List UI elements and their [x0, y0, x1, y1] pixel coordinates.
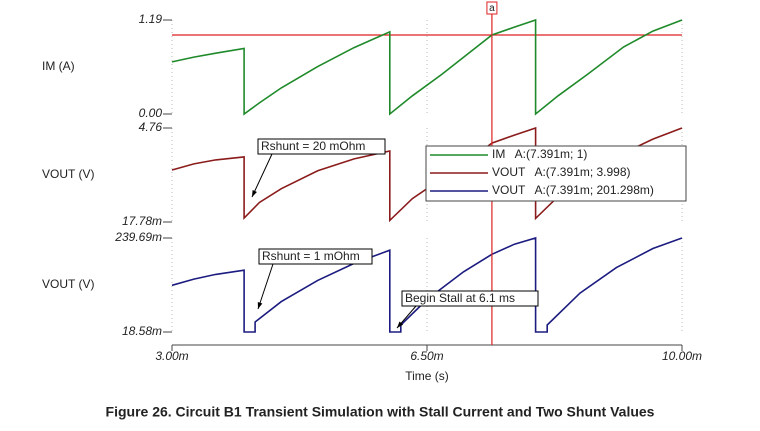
annotation: Begin Stall at 6.1 ms	[405, 291, 515, 305]
legend-label: VOUT A:(7.391m; 3.998)	[492, 165, 631, 179]
y-axis-label: VOUT (V)	[42, 277, 94, 291]
annotation: Rshunt = 20 mOhm	[261, 139, 365, 153]
y-tick-label: 239.69m	[114, 230, 162, 244]
annotation-box	[257, 138, 386, 155]
series-line	[171, 18, 683, 116]
arrow-head	[397, 321, 404, 328]
cursor-label: a	[489, 3, 495, 14]
series-line	[171, 236, 683, 333]
x-axis-label: Time (s)	[405, 369, 449, 383]
arrow-head	[257, 302, 263, 309]
x-tick-label: 6.50m	[410, 349, 443, 363]
figure-caption: Figure 26. Circuit B1 Transient Simulati…	[106, 404, 655, 420]
y-axis-label: VOUT (V)	[42, 167, 94, 181]
annotation: Rshunt = 1 mOhm	[262, 249, 360, 263]
y-axis-label: IM (A)	[42, 59, 75, 73]
x-tick-label: 3.00m	[155, 349, 188, 363]
legend-label: VOUT A:(7.391m; 201.298m)	[492, 183, 654, 197]
y-tick-label: 4.76	[139, 120, 163, 134]
annotation-box	[258, 248, 373, 265]
annotation-arrow	[257, 263, 274, 310]
legend-label: IM A:(7.391m; 1)	[492, 147, 587, 161]
y-tick-label: 0.00	[139, 106, 163, 120]
cursor-flag	[486, 1, 498, 15]
annotation-box	[401, 290, 539, 307]
arrow-head	[252, 190, 257, 197]
y-tick-label: 1.19	[139, 12, 163, 26]
annotation-arrow	[251, 153, 273, 198]
y-tick-label: 17.78m	[122, 214, 162, 228]
y-tick-label: 18.58m	[122, 324, 162, 338]
x-tick-label: 10.00m	[662, 349, 702, 363]
